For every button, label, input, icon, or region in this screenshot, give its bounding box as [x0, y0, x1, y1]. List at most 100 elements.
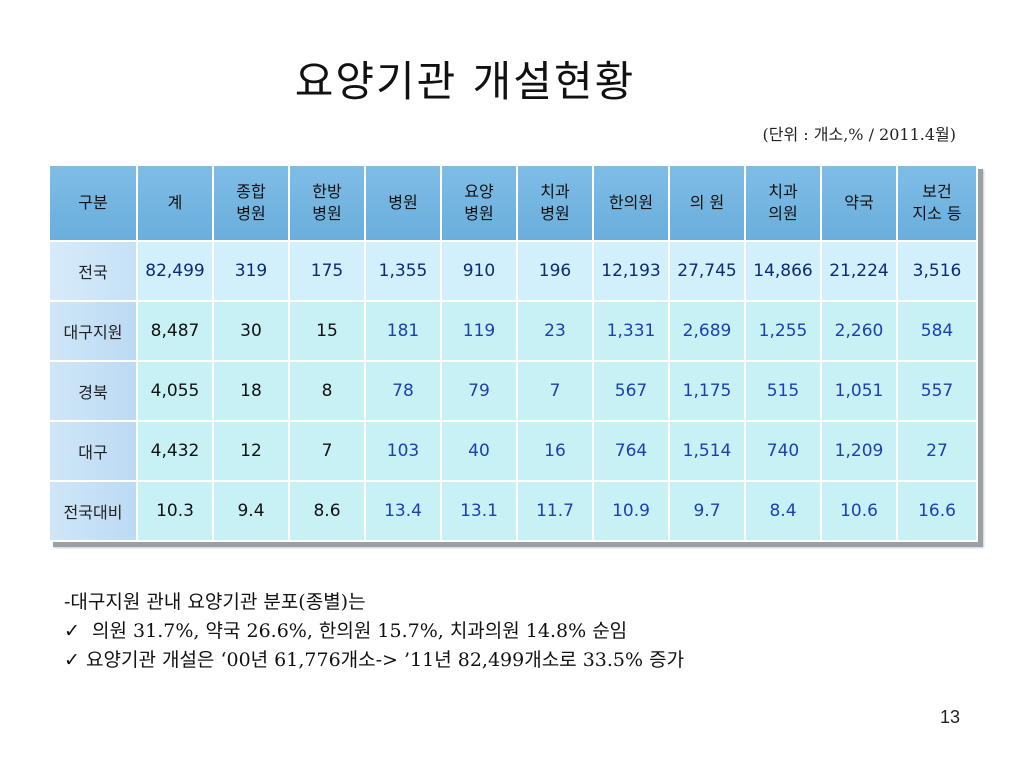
note-line: ✓ 요양기관 개설은 ‘00년 61,776개소-> ’11년 82,499개소로…	[64, 646, 684, 675]
checkmark-icon: ✓	[64, 620, 80, 642]
header-label: 요양 병원	[464, 182, 494, 223]
table-cell: 9.4	[212, 480, 290, 542]
table-cell: 1,355	[364, 240, 442, 302]
note-line: -대구지원 관내 요양기관 분포(종별)는	[64, 591, 366, 613]
table-row: 전국대비 10.3 9.4 8.6 13.4 13.1 11.7 10.9 9.…	[48, 480, 978, 542]
table-cell: 15	[288, 300, 366, 362]
unit-note: (단위 : 개소,% / 2011.4월)	[762, 125, 956, 144]
table-cell: 10.6	[820, 480, 898, 542]
note-text: 의원 31.7%, 약국 26.6%, 한의원 15.7%, 치과의원 14.8…	[86, 620, 628, 642]
table-cell: 27	[896, 420, 978, 482]
table-cell: 8.4	[744, 480, 822, 542]
table-cell: 79	[440, 360, 518, 422]
row-label: 전국	[48, 240, 138, 302]
table-cell: 1,209	[820, 420, 898, 482]
header-label: 구분	[78, 193, 108, 213]
header-cell: 한방 병원	[288, 164, 366, 242]
table-cell: 740	[744, 420, 822, 482]
clinic-table: 구분 계 종합 병원 한방 병원 병원 요양 병원 치과 병원 한의원 의 원 …	[48, 164, 978, 542]
table-row: 대구 4,432 12 7 103 40 16 764 1,514 740 1,…	[48, 420, 978, 482]
table-cell: 13.4	[364, 480, 442, 542]
table-row: 경북 4,055 18 8 78 79 7 567 1,175 515 1,05…	[48, 360, 978, 422]
table-cell: 4,432	[136, 420, 214, 482]
checkmark-icon: ✓	[64, 649, 80, 671]
table-cell: 30	[212, 300, 290, 362]
header-cell: 병원	[364, 164, 442, 242]
table-cell: 40	[440, 420, 518, 482]
table-cell: 16.6	[896, 480, 978, 542]
header-label: 약국	[844, 193, 874, 213]
header-label: 계	[167, 193, 183, 213]
header-label: 병원	[388, 193, 418, 213]
header-label: 치과 의원	[768, 182, 798, 223]
table-row: 전국 82,499 319 175 1,355 910 196 12,193 2…	[48, 240, 978, 302]
table-cell: 319	[212, 240, 290, 302]
table-cell: 515	[744, 360, 822, 422]
table-cell: 567	[592, 360, 670, 422]
row-label: 전국대비	[48, 480, 138, 542]
table-cell: 7	[516, 360, 594, 422]
page-number: 13	[939, 707, 960, 727]
table-cell: 12,193	[592, 240, 670, 302]
table-cell: 18	[212, 360, 290, 422]
header-label: 종합 병원	[236, 182, 266, 223]
header-cell: 치과 병원	[516, 164, 594, 242]
table-cell: 1,514	[668, 420, 746, 482]
table-cell: 764	[592, 420, 670, 482]
table-cell: 27,745	[668, 240, 746, 302]
header-label: 치과 병원	[540, 182, 570, 223]
table-cell: 82,499	[136, 240, 214, 302]
header-label: 의 원	[689, 193, 725, 213]
header-label: 보건 지소 등	[912, 182, 962, 223]
table-cell: 1,255	[744, 300, 822, 362]
header-cell: 한의원	[592, 164, 670, 242]
row-label: 대구	[48, 420, 138, 482]
table-cell: 16	[516, 420, 594, 482]
header-label: 한의원	[608, 193, 654, 213]
table-cell: 9.7	[668, 480, 746, 542]
table-cell: 10.9	[592, 480, 670, 542]
table-cell: 1,051	[820, 360, 898, 422]
table-cell: 8	[288, 360, 366, 422]
table-cell: 21,224	[820, 240, 898, 302]
table-container: 구분 계 종합 병원 한방 병원 병원 요양 병원 치과 병원 한의원 의 원 …	[48, 164, 978, 542]
header-cell: 치과 의원	[744, 164, 822, 242]
table-cell: 2,689	[668, 300, 746, 362]
table-cell: 13.1	[440, 480, 518, 542]
header-cell: 요양 병원	[440, 164, 518, 242]
table-cell: 175	[288, 240, 366, 302]
table-cell: 14,866	[744, 240, 822, 302]
notes-block: -대구지원 관내 요양기관 분포(종별)는 ✓ 의원 31.7%, 약국 26.…	[64, 588, 684, 675]
table-cell: 3,516	[896, 240, 978, 302]
note-line: ✓ 의원 31.7%, 약국 26.6%, 한의원 15.7%, 치과의원 14…	[64, 617, 684, 646]
header-cell: 종합 병원	[212, 164, 290, 242]
table-cell: 557	[896, 360, 978, 422]
header-cell: 약국	[820, 164, 898, 242]
header-cell: 의 원	[668, 164, 746, 242]
row-label: 대구지원	[48, 300, 138, 362]
table-cell: 78	[364, 360, 442, 422]
table-cell: 8.6	[288, 480, 366, 542]
table-cell: 8,487	[136, 300, 214, 362]
table-row: 대구지원 8,487 30 15 181 119 23 1,331 2,689 …	[48, 300, 978, 362]
table-cell: 10.3	[136, 480, 214, 542]
table-header-row: 구분 계 종합 병원 한방 병원 병원 요양 병원 치과 병원 한의원 의 원 …	[48, 164, 978, 242]
table-cell: 1,331	[592, 300, 670, 362]
table-cell: 23	[516, 300, 594, 362]
row-label: 경북	[48, 360, 138, 422]
table-cell: 181	[364, 300, 442, 362]
table-cell: 584	[896, 300, 978, 362]
header-label: 한방 병원	[312, 182, 342, 223]
note-text: 요양기관 개설은 ‘00년 61,776개소-> ’11년 82,499개소로 …	[86, 649, 685, 671]
table-cell: 910	[440, 240, 518, 302]
table-cell: 12	[212, 420, 290, 482]
table-cell: 1,175	[668, 360, 746, 422]
table-cell: 196	[516, 240, 594, 302]
table-cell: 11.7	[516, 480, 594, 542]
header-cell: 구분	[48, 164, 138, 242]
table-cell: 4,055	[136, 360, 214, 422]
table-cell: 2,260	[820, 300, 898, 362]
header-cell: 계	[136, 164, 214, 242]
table-cell: 7	[288, 420, 366, 482]
slide-title: 요양기관 개설현황	[294, 57, 636, 106]
